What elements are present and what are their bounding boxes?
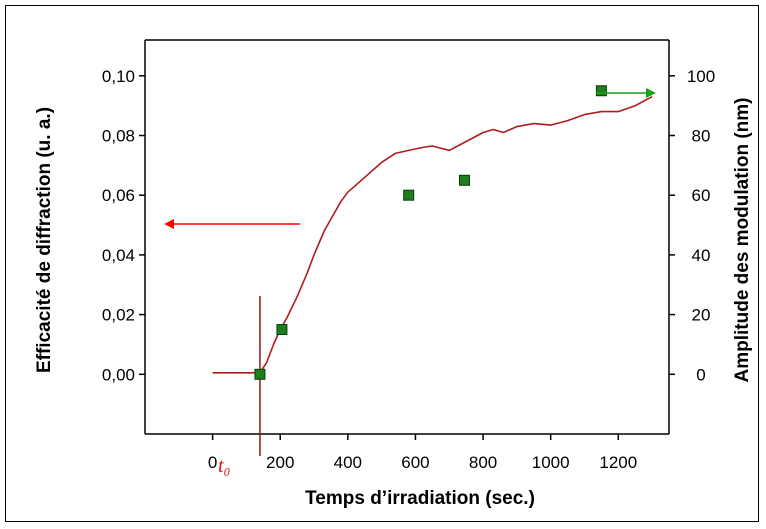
y-ticks-left: 0,00 0,02 0,04 0,06 0,08 0,10: [102, 67, 145, 384]
x-tick-label: 400: [334, 453, 362, 472]
y-tick-label-right: 80: [692, 127, 711, 146]
y-tick-label-right: 0: [696, 365, 705, 384]
x-ticks: 0 200 400 600 800 1000 1200: [208, 434, 637, 472]
chart-frame: [5, 5, 759, 522]
x-axis-title: Temps d’irradiation (sec.): [305, 488, 535, 509]
y-tick-label-left: 0,02: [102, 306, 135, 325]
x-tick-label: 800: [469, 453, 497, 472]
y-tick-label-right: 20: [692, 306, 711, 325]
t0-label: t₀: [218, 455, 231, 477]
y-tick-label-right: 100: [687, 67, 715, 86]
series-point-amplitude: [254, 368, 266, 380]
y-tick-label-left: 0,00: [102, 365, 135, 384]
y-axis-title-left: Efficacité de diffraction (u. a.): [34, 107, 55, 373]
x-tick-label: 200: [266, 453, 294, 472]
y-tick-label-right: 60: [692, 186, 711, 205]
x-tick-label: 0: [208, 453, 217, 472]
series-point-amplitude: [276, 324, 288, 336]
y-tick-label-left: 0,10: [102, 67, 135, 86]
y-axis-title-right: Amplitude des modulation (nm): [732, 98, 753, 383]
series-line-diffraction: [212, 95, 653, 374]
x-tick-label: 1200: [599, 453, 637, 472]
y-tick-label-left: 0,06: [102, 186, 135, 205]
axes: [144, 39, 670, 435]
y-ticks-right: 0 20 40 60 80 100: [669, 67, 715, 384]
plot-area: [212, 85, 653, 456]
annotations: t₀: [164, 88, 656, 477]
x-tick-label: 600: [401, 453, 429, 472]
y-tick-label-left: 0,04: [102, 246, 135, 265]
series-point-amplitude: [458, 174, 470, 186]
y-tick-label-right: 40: [692, 246, 711, 265]
y-tick-label-left: 0,08: [102, 127, 135, 146]
series-point-amplitude: [595, 85, 607, 97]
series-point-amplitude: [403, 189, 415, 201]
x-tick-label: 1000: [532, 453, 570, 472]
